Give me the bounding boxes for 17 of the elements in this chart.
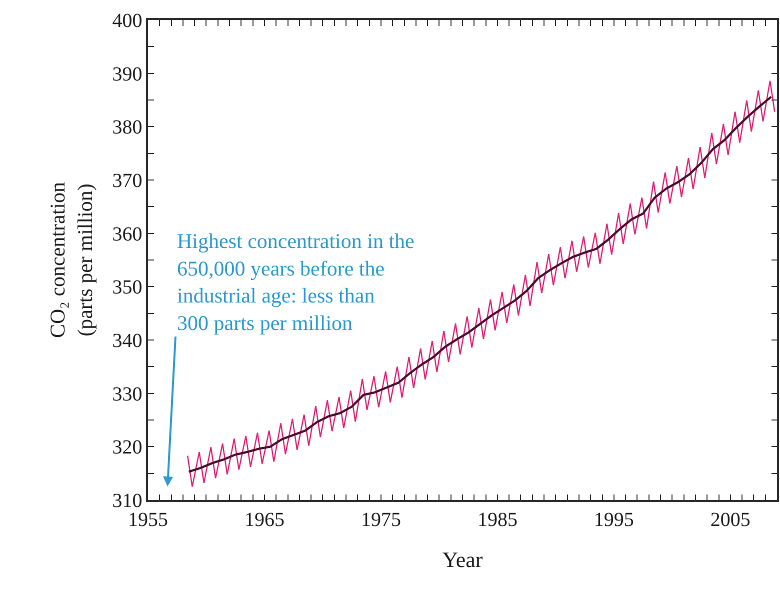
y-tick-label: 390	[112, 63, 142, 86]
y-axis-title: CO₂ concentration (parts per million)	[46, 181, 97, 338]
x-tick-label: 1965	[244, 508, 284, 531]
y-tick-label: 400	[112, 10, 142, 32]
y-tick-label: 370	[112, 170, 142, 192]
x-axis-title: Year	[442, 547, 484, 572]
y-tick-label: 360	[112, 223, 142, 246]
x-tick-label: 1995	[594, 508, 634, 531]
x-tick-label: 1985	[477, 508, 518, 531]
y-tick-label: 320	[112, 436, 142, 459]
y-tick-label: 340	[112, 330, 142, 352]
annotation: Highest concentration in the 650,000 years before the industrial age: less than 300 parts per million	[177, 229, 414, 335]
y-tick-label: 350	[112, 276, 142, 299]
x-tick-label: 2005	[710, 508, 750, 531]
y-tick-label: 330	[112, 383, 142, 406]
x-tick-label: 1975	[360, 508, 401, 531]
y-tick-label: 380	[112, 116, 142, 139]
